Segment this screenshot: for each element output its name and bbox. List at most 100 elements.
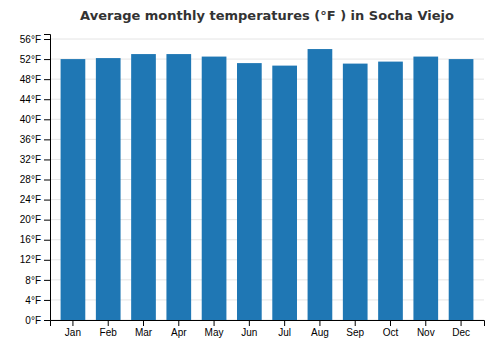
y-tick-label: 8°F [25, 275, 41, 286]
x-tick-label: Dec [452, 327, 470, 338]
x-tick-mark [284, 320, 285, 326]
x-tick: Sep [346, 320, 364, 338]
y-tick-label: 36°F [20, 134, 41, 145]
x-tick-label: Apr [171, 327, 187, 338]
plot-area [61, 49, 474, 320]
chart-svg: 0°F 4°F 8°F 12°F 16°F 20°F 24°F 28°F 32°F 36°F 40°… [0, 0, 500, 350]
x-tick: Nov [417, 320, 435, 338]
grid-line [50, 39, 484, 40]
bar [61, 59, 86, 320]
x-tick-label: Nov [417, 327, 435, 338]
x-tick-mark [108, 320, 109, 326]
y-tick-mark [44, 79, 50, 80]
y-tick: 36°F [20, 134, 50, 145]
y-tick-mark [44, 59, 50, 60]
y-tick-label: 20°F [20, 214, 41, 225]
x-tick: Oct [383, 320, 399, 338]
y-tick-label: 56°F [20, 34, 41, 45]
bar [202, 57, 227, 320]
y-tick: 40°F [20, 114, 50, 125]
y-tick-label: 32°F [20, 154, 41, 165]
x-tick: Feb [100, 320, 118, 338]
y-tick: 32°F [20, 154, 50, 165]
y-tick-label: 28°F [20, 174, 41, 185]
y-tick-mark [44, 39, 50, 40]
y-tick-mark [44, 99, 50, 100]
y-axis: 0°F 4°F 8°F 12°F 16°F 20°F 24°F 28°F 32°F 36°F 40°… [20, 34, 51, 326]
y-tick-label: 0°F [25, 315, 41, 326]
y-tick-mark [44, 139, 50, 140]
x-tick: Aug [311, 320, 329, 338]
y-tick-label: 52°F [20, 54, 41, 65]
x-tick: Jan [65, 320, 81, 338]
y-tick: 0°F [25, 315, 50, 326]
y-axis-line [44, 35, 51, 321]
x-tick-label: Jul [278, 327, 291, 338]
x-tick-label: May [205, 327, 224, 338]
x-tick: Jun [241, 320, 257, 338]
y-tick: 20°F [20, 214, 50, 225]
bar [378, 62, 403, 320]
x-tick: May [205, 320, 224, 338]
y-tick-mark [44, 260, 50, 261]
x-tick-label: Jan [65, 327, 81, 338]
y-tick: 12°F [20, 254, 50, 265]
y-tick-label: 48°F [20, 74, 41, 85]
x-tick-label: Mar [135, 327, 153, 338]
y-tick-mark [44, 119, 50, 120]
x-tick-label: Aug [311, 327, 329, 338]
y-tick-label: 4°F [25, 295, 41, 306]
x-tick-mark [72, 320, 73, 326]
y-tick: 52°F [20, 54, 50, 65]
y-tick-label: 12°F [20, 254, 41, 265]
bar [166, 54, 191, 320]
bar [449, 59, 474, 320]
x-axis: Jan Feb Mar Apr May Jun Jul Aug Sep Oct Nov Dec [51, 320, 485, 338]
y-tick-mark [44, 300, 50, 301]
x-tick-mark [319, 320, 320, 326]
y-tick-mark [44, 240, 50, 241]
y-tick-mark [44, 320, 50, 321]
x-axis-line [51, 321, 485, 327]
x-tick: Jul [278, 320, 291, 338]
y-tick-label: 44°F [20, 94, 41, 105]
y-tick: 16°F [20, 234, 50, 245]
y-tick: 8°F [25, 275, 50, 286]
bar [131, 54, 156, 320]
x-tick: Mar [135, 320, 153, 338]
y-tick-label: 16°F [20, 234, 41, 245]
y-tick-mark [44, 159, 50, 160]
bar [237, 63, 262, 320]
y-tick-label: 24°F [20, 194, 41, 205]
bar [96, 58, 121, 320]
y-tick: 24°F [20, 194, 50, 205]
y-tick-label: 40°F [20, 114, 41, 125]
y-tick-mark [44, 200, 50, 201]
x-tick-mark [425, 320, 426, 326]
x-tick-mark [143, 320, 144, 326]
y-tick: 28°F [20, 174, 50, 185]
y-tick: 4°F [25, 295, 50, 306]
x-tick: Dec [452, 320, 470, 338]
title: Average monthly temperatures (°F ) in So… [80, 8, 454, 23]
x-tick-label: Jun [241, 327, 257, 338]
x-tick-mark [355, 320, 356, 326]
x-tick-label: Sep [346, 327, 364, 338]
chart-container: 0°F 4°F 8°F 12°F 16°F 20°F 24°F 28°F 32°F 36°F 40°… [0, 0, 500, 350]
x-tick-mark [178, 320, 179, 326]
x-tick-mark [214, 320, 215, 326]
y-tick-mark [44, 280, 50, 281]
x-tick-label: Feb [100, 327, 118, 338]
x-tick: Apr [171, 320, 187, 338]
x-tick-label: Oct [383, 327, 399, 338]
y-tick: 56°F [20, 34, 50, 45]
bar [343, 64, 368, 320]
bar [308, 49, 333, 320]
x-tick-mark [461, 320, 462, 326]
y-tick-mark [44, 180, 50, 181]
grid [50, 39, 484, 320]
x-tick-mark [390, 320, 391, 326]
y-tick: 48°F [20, 74, 50, 85]
y-tick: 44°F [20, 94, 50, 105]
bar [272, 66, 297, 320]
